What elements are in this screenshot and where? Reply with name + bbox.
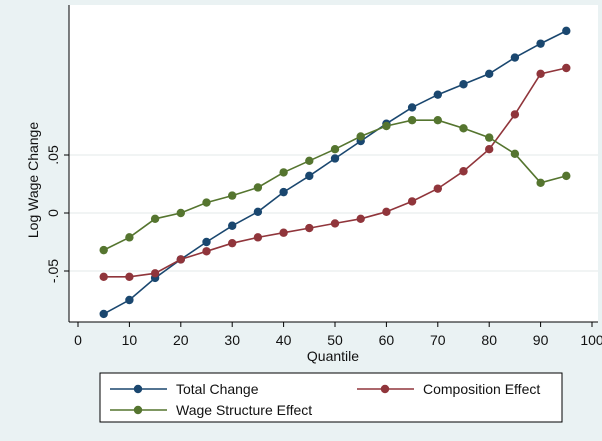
x-tick-label: 30 [224, 332, 240, 348]
data-point [125, 295, 134, 305]
y-tick-label: -.05 [45, 259, 61, 283]
data-point [125, 233, 134, 242]
legend-item: Total Change [110, 381, 259, 397]
series-layer [99, 26, 571, 319]
data-point [459, 124, 468, 133]
data-point [176, 255, 185, 264]
data-point [510, 149, 520, 159]
x-tick-label: 50 [327, 332, 343, 348]
data-point [485, 145, 494, 154]
data-point [536, 178, 545, 188]
data-point [279, 168, 288, 177]
x-tick-label: 80 [481, 332, 497, 348]
data-point [433, 90, 442, 99]
data-point [228, 238, 237, 248]
data-point [356, 132, 365, 141]
y-tick-label: 0 [45, 209, 61, 217]
data-point [279, 187, 288, 197]
data-point [99, 245, 108, 255]
data-point [150, 269, 160, 278]
data-point [253, 233, 263, 242]
series-1 [99, 63, 571, 281]
x-tick-label: 40 [276, 332, 292, 348]
data-point [382, 207, 391, 217]
data-point [382, 121, 391, 131]
legend-swatch-marker [133, 384, 143, 394]
data-point [176, 208, 185, 218]
legend-label: Wage Structure Effect [176, 402, 312, 418]
data-point [99, 272, 108, 281]
data-point [202, 198, 211, 207]
data-point [228, 221, 237, 230]
legend-label: Composition Effect [423, 381, 540, 397]
data-point [356, 214, 365, 223]
data-point [305, 223, 314, 233]
data-point [279, 228, 288, 237]
data-point [407, 103, 417, 112]
data-point [150, 214, 160, 223]
data-point [253, 183, 263, 192]
data-point [202, 247, 211, 256]
series-2 [99, 116, 571, 255]
data-point [407, 116, 417, 125]
data-point [330, 145, 340, 154]
data-point [510, 110, 520, 119]
data-point [536, 69, 545, 79]
data-point [99, 309, 108, 319]
data-point [407, 197, 417, 206]
x-tick-label: 70 [430, 332, 446, 348]
legend-item: Composition Effect [357, 381, 540, 397]
data-point [562, 26, 571, 36]
x-tick-label: 10 [122, 332, 138, 348]
data-point [562, 63, 571, 73]
data-point [485, 69, 494, 79]
legend-swatch-marker [133, 405, 143, 415]
data-point [433, 184, 442, 193]
data-point [459, 80, 468, 89]
y-axis-title: Log Wage Change [25, 122, 41, 238]
legend-label: Total Change [176, 381, 259, 397]
data-point [433, 116, 442, 125]
data-point [459, 167, 468, 176]
data-point [536, 39, 545, 48]
legend-item: Wage Structure Effect [110, 402, 312, 418]
data-point [485, 133, 494, 142]
data-point [330, 154, 340, 163]
x-tick-label: 90 [533, 332, 549, 348]
data-point [510, 53, 520, 62]
x-tick-label: 100 [580, 332, 602, 348]
y-ticks: -.05 0 .05 [45, 145, 69, 283]
x-axis-title: Quantile [307, 348, 359, 364]
x-tick-label: 0 [74, 332, 82, 348]
legend: Total Change Composition Effect Wage Struc… [110, 381, 540, 418]
data-point [202, 237, 211, 247]
data-point [562, 171, 571, 181]
y-tick-label: .05 [45, 145, 61, 165]
data-point [228, 191, 237, 200]
x-tick-label: 60 [379, 332, 395, 348]
plot-background [69, 5, 598, 322]
data-point [305, 171, 314, 181]
legend-swatch-marker [380, 384, 390, 394]
data-point [330, 219, 340, 228]
x-ticks: 0 10 20 30 40 50 60 70 80 90 100 [74, 322, 602, 348]
data-point [253, 207, 263, 217]
legend-box [99, 372, 563, 423]
x-tick-label: 20 [173, 332, 189, 348]
data-point [305, 156, 314, 165]
data-point [125, 272, 134, 281]
